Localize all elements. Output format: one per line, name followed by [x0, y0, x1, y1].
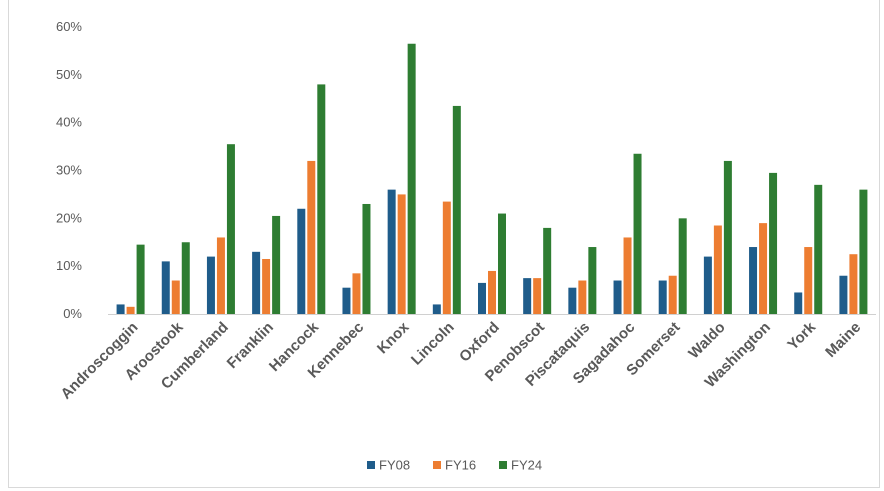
bar-fy16-franklin [262, 258, 271, 314]
bar-fy08-penobscot [523, 278, 532, 314]
chart-frame [8, 0, 880, 488]
legend: FY08 FY16 FY24 [367, 458, 542, 473]
x-tick-label: Androscoggin [58, 319, 142, 403]
bar-fy16-knox [397, 194, 406, 314]
bar-fy24-franklin [272, 215, 281, 314]
y-tick-label: 20% [56, 210, 82, 225]
legend-swatch-fy08 [367, 461, 375, 469]
bar-fy16-kennebec [352, 273, 361, 314]
bar-fy24-maine [859, 189, 868, 314]
bar-fy16-york [804, 247, 813, 314]
bar-fy08-franklin [252, 251, 261, 314]
bar-fy24-knox [407, 43, 416, 314]
x-tick-label: Waldo [685, 319, 728, 362]
bar-fy08-cumberland [206, 256, 215, 314]
bar-fy24-oxford [498, 213, 506, 314]
bar-fy08-oxford [478, 282, 486, 314]
bar-fy16-somerset [668, 275, 677, 314]
bar-fy24-cumberland [226, 144, 235, 314]
bar-fy24-york [814, 184, 823, 314]
bar-fy08-sagadahoc [613, 280, 622, 314]
bar-fy24-penobscot [543, 227, 552, 314]
bar-fy24-waldo [723, 160, 732, 314]
bar-fy16-waldo [713, 225, 722, 314]
bar-fy08-waldo [703, 256, 712, 314]
bar-fy16-cumberland [216, 237, 225, 314]
bar-fy16-washington [759, 223, 768, 314]
bar-fy24-lincoln [452, 105, 461, 314]
bar-fy16-maine [849, 254, 858, 314]
bar-fy08-aroostook [161, 261, 170, 314]
bar-fy08-piscataquis [568, 287, 577, 314]
bar-fy16-aroostook [171, 280, 180, 314]
bar-fy08-kennebec [342, 287, 351, 314]
bar-fy08-maine [839, 275, 848, 314]
y-tick-label: 30% [56, 163, 82, 178]
x-tick-label: York [784, 318, 819, 353]
y-axis: 0% 10% 20% 30% 40% 50% 60% [56, 19, 82, 321]
bar-fy24-kennebec [362, 203, 371, 314]
bar-fy08-lincoln [432, 304, 441, 314]
bar-fy08-knox [387, 189, 396, 314]
y-tick-label: 50% [56, 67, 82, 82]
legend-swatch-fy16 [433, 461, 441, 469]
legend-label-fy24: FY24 [511, 458, 542, 473]
bar-fy24-piscataquis [588, 247, 597, 314]
y-tick-label: 60% [56, 19, 82, 34]
legend-label-fy16: FY16 [445, 458, 476, 473]
legend-label-fy08: FY08 [379, 458, 410, 473]
bar-fy08-washington [749, 247, 758, 314]
bar-fy16-penobscot [533, 278, 542, 314]
y-tick-label: 10% [56, 258, 82, 273]
bar-fy24-aroostook [181, 242, 190, 314]
x-tick-label: Lincoln [408, 319, 458, 369]
bar-fy16-piscataquis [578, 280, 587, 314]
y-tick-label: 40% [56, 115, 82, 130]
bar-fy08-somerset [658, 280, 667, 314]
bar-fy24-sagadahoc [633, 153, 642, 314]
bar-fy16-lincoln [442, 201, 451, 314]
bar-fy24-hancock [317, 84, 326, 315]
bars [116, 43, 868, 315]
x-tick-label: Knox [374, 318, 413, 357]
bar-fy16-androscoggin [126, 306, 135, 314]
bar-fy16-hancock [307, 160, 316, 314]
legend-swatch-fy24 [499, 461, 507, 469]
y-tick-label: 0% [63, 306, 82, 321]
bar-fy16-sagadahoc [623, 237, 632, 314]
bar-fy08-york [794, 292, 803, 314]
x-tick-label: Maine [822, 319, 864, 361]
bar-fy24-somerset [678, 218, 687, 314]
bar-fy08-androscoggin [116, 304, 125, 314]
bar-fy08-hancock [297, 208, 306, 314]
bar-fy24-androscoggin [136, 244, 145, 314]
bar-fy24-washington [769, 172, 778, 314]
x-axis: AndroscogginAroostookCumberlandFranklinH… [58, 318, 865, 402]
bar-fy16-oxford [488, 270, 496, 314]
